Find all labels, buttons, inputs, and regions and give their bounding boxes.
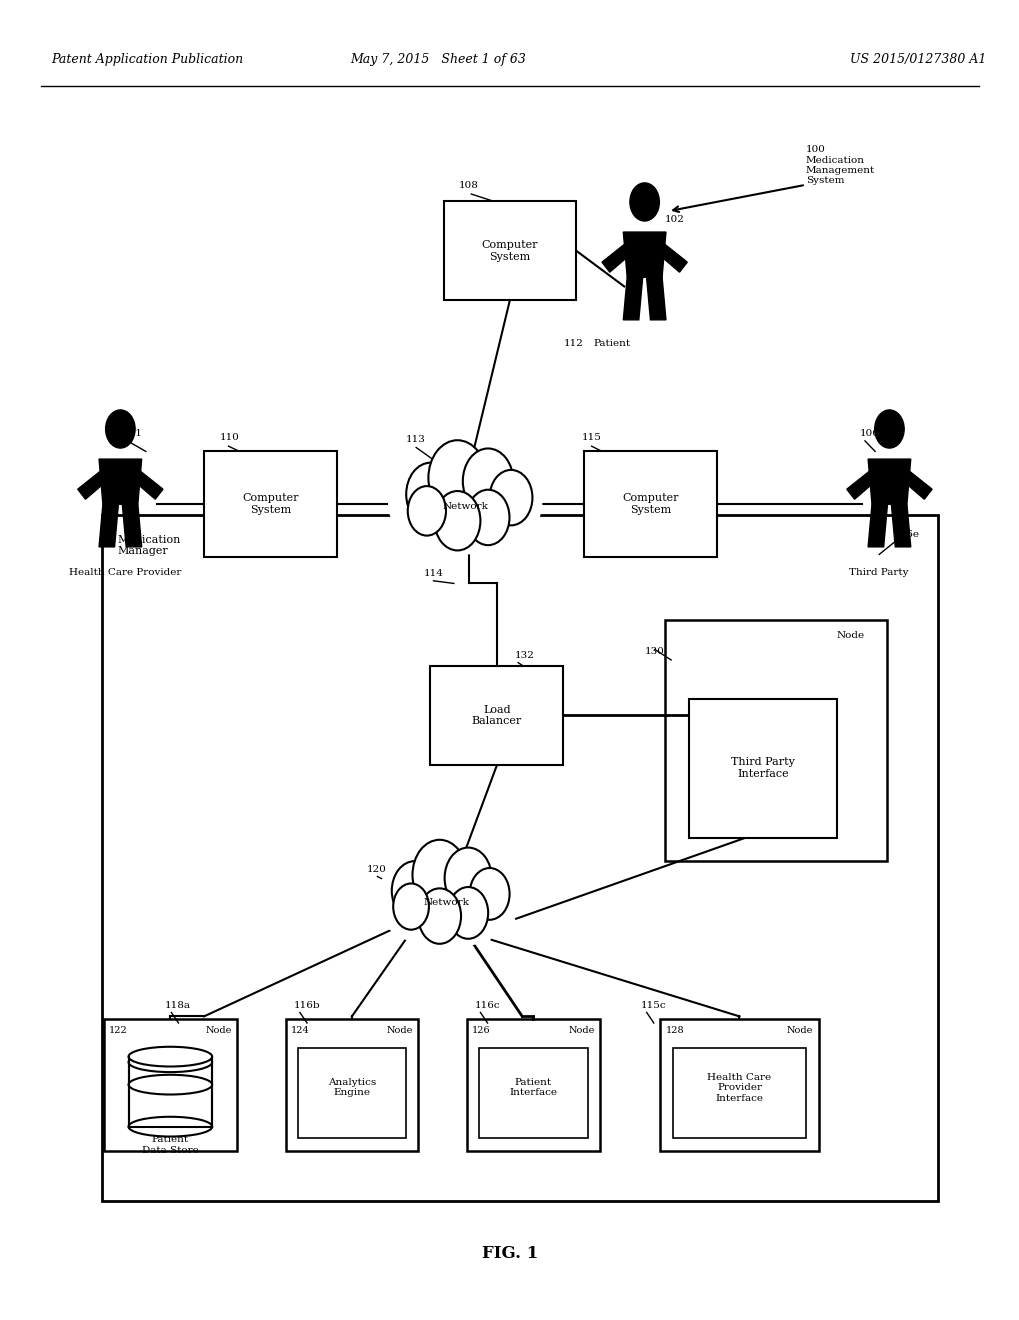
FancyBboxPatch shape xyxy=(673,1048,806,1138)
Circle shape xyxy=(444,847,491,908)
Polygon shape xyxy=(655,242,687,272)
FancyBboxPatch shape xyxy=(467,1019,599,1151)
Ellipse shape xyxy=(128,1047,212,1067)
Text: 118a: 118a xyxy=(165,1001,191,1010)
Text: Node: Node xyxy=(386,1026,413,1035)
FancyBboxPatch shape xyxy=(584,451,716,557)
Text: Third Party: Third Party xyxy=(848,568,907,577)
Text: 100
Medication
Management
System: 100 Medication Management System xyxy=(805,145,874,185)
FancyBboxPatch shape xyxy=(298,1048,406,1138)
Text: Patient: Patient xyxy=(593,339,630,348)
Text: 114: 114 xyxy=(423,569,442,578)
Circle shape xyxy=(391,861,437,920)
Text: Medication
Manager: Medication Manager xyxy=(117,535,180,556)
FancyBboxPatch shape xyxy=(664,620,887,861)
Polygon shape xyxy=(646,277,665,319)
FancyBboxPatch shape xyxy=(204,451,336,557)
Polygon shape xyxy=(77,469,109,499)
Text: May 7, 2015   Sheet 1 of 63: May 7, 2015 Sheet 1 of 63 xyxy=(351,53,526,66)
Ellipse shape xyxy=(128,1117,212,1137)
Text: 113: 113 xyxy=(406,434,425,444)
Circle shape xyxy=(406,462,454,525)
Text: FIG. 1: FIG. 1 xyxy=(481,1246,538,1262)
Text: 126: 126 xyxy=(472,1026,490,1035)
FancyBboxPatch shape xyxy=(479,1048,587,1138)
Text: 116b: 116b xyxy=(293,1001,320,1010)
Text: Health Care
Provider
Interface: Health Care Provider Interface xyxy=(707,1073,770,1102)
Polygon shape xyxy=(867,459,910,504)
Polygon shape xyxy=(131,469,163,499)
Circle shape xyxy=(434,491,480,550)
Text: Network: Network xyxy=(442,503,487,511)
Circle shape xyxy=(469,869,510,920)
Circle shape xyxy=(447,887,488,939)
Circle shape xyxy=(467,490,510,545)
Circle shape xyxy=(393,883,429,929)
Text: 120: 120 xyxy=(367,865,386,874)
Text: 128: 128 xyxy=(664,1026,684,1035)
Circle shape xyxy=(418,888,461,944)
Text: Third Party
Interface: Third Party Interface xyxy=(731,758,794,779)
Text: 116e: 116e xyxy=(893,529,918,539)
Text: US 2015/0127380 A1: US 2015/0127380 A1 xyxy=(849,53,985,66)
Polygon shape xyxy=(867,504,887,546)
FancyBboxPatch shape xyxy=(285,1019,418,1151)
Text: Computer
System: Computer System xyxy=(622,494,679,515)
Polygon shape xyxy=(99,504,118,546)
Text: 124: 124 xyxy=(290,1026,309,1035)
Ellipse shape xyxy=(128,1074,212,1094)
Polygon shape xyxy=(623,232,665,277)
Text: 101: 101 xyxy=(122,429,142,438)
Text: Load
Balancer: Load Balancer xyxy=(471,705,522,726)
Text: 115: 115 xyxy=(581,433,600,442)
Polygon shape xyxy=(99,459,142,504)
Text: Computer
System: Computer System xyxy=(242,494,299,515)
Text: Patent Application Publication: Patent Application Publication xyxy=(51,53,243,66)
Text: 106: 106 xyxy=(859,429,878,438)
FancyBboxPatch shape xyxy=(104,1019,236,1151)
Text: 110: 110 xyxy=(219,433,238,442)
Text: 112: 112 xyxy=(564,339,583,348)
Circle shape xyxy=(408,486,445,536)
Text: 122: 122 xyxy=(109,1026,127,1035)
Text: Node: Node xyxy=(836,631,864,640)
Ellipse shape xyxy=(375,853,518,948)
Text: 132: 132 xyxy=(515,651,534,660)
FancyBboxPatch shape xyxy=(660,1019,818,1151)
Polygon shape xyxy=(601,242,633,272)
Text: 108: 108 xyxy=(459,181,478,190)
Circle shape xyxy=(463,449,513,513)
Circle shape xyxy=(874,411,903,447)
Polygon shape xyxy=(900,469,931,499)
Text: 102: 102 xyxy=(664,215,684,224)
Circle shape xyxy=(489,470,532,525)
Text: Node: Node xyxy=(205,1026,231,1035)
Text: Patient
Interface: Patient Interface xyxy=(508,1078,557,1097)
Polygon shape xyxy=(846,469,877,499)
Circle shape xyxy=(428,441,486,516)
Circle shape xyxy=(630,183,658,220)
Text: Analytics
Engine: Analytics Engine xyxy=(327,1078,376,1097)
Text: 130: 130 xyxy=(644,647,663,656)
Text: Computer
System: Computer System xyxy=(481,240,538,261)
Ellipse shape xyxy=(388,454,541,554)
Polygon shape xyxy=(122,504,142,546)
Ellipse shape xyxy=(128,1052,212,1072)
Text: Patient
Data Store: Patient Data Store xyxy=(142,1135,199,1155)
FancyBboxPatch shape xyxy=(689,700,837,838)
Text: Node: Node xyxy=(787,1026,813,1035)
FancyBboxPatch shape xyxy=(102,515,937,1201)
Circle shape xyxy=(106,411,135,447)
FancyBboxPatch shape xyxy=(430,665,562,764)
Polygon shape xyxy=(891,504,910,546)
FancyBboxPatch shape xyxy=(128,1056,212,1127)
Text: Node: Node xyxy=(568,1026,594,1035)
Text: 116c: 116c xyxy=(474,1001,499,1010)
Text: Network: Network xyxy=(424,899,469,907)
Text: 115c: 115c xyxy=(640,1001,665,1010)
Polygon shape xyxy=(623,277,642,319)
Circle shape xyxy=(412,840,467,909)
Text: Health Care Provider: Health Care Provider xyxy=(69,568,181,577)
FancyBboxPatch shape xyxy=(443,201,576,300)
